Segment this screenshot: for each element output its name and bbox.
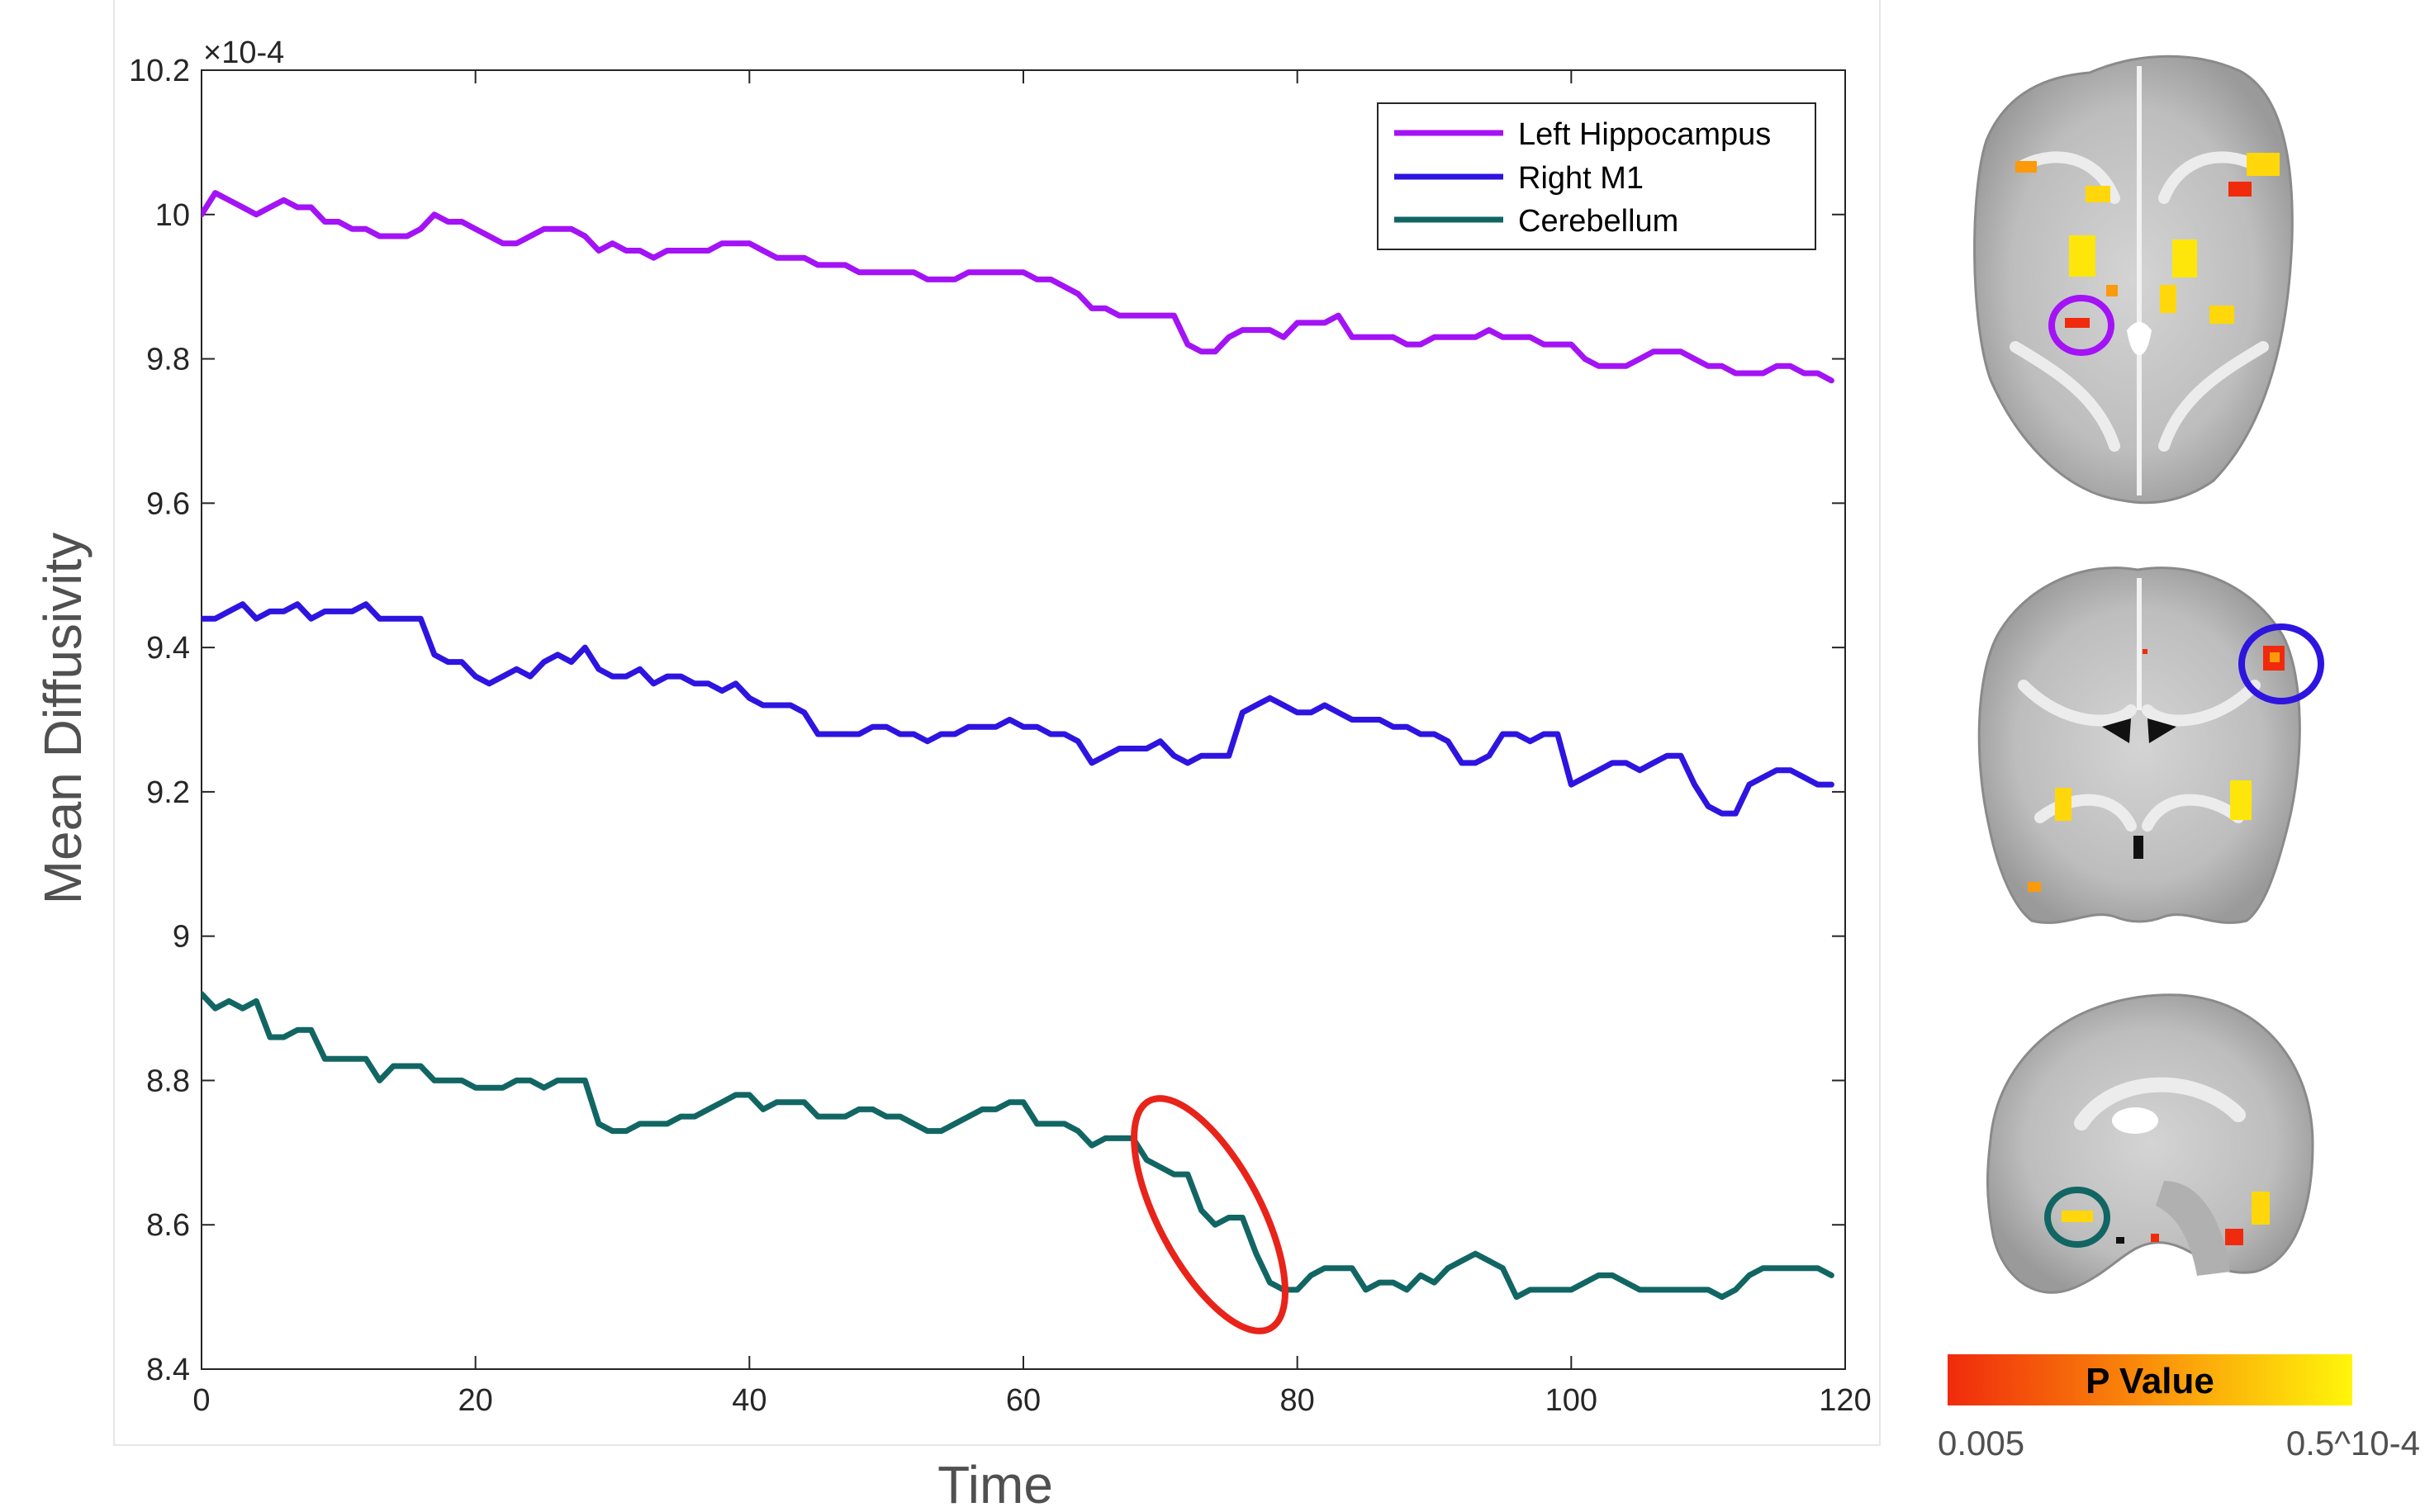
activation-cluster [2230,780,2252,820]
y-tick-label: 8.4 [146,1353,190,1387]
activation-cluster [2247,153,2280,176]
series-line-left-hippocampus [202,190,1834,384]
legend-label-cerebellum: Cerebellum [1518,204,1678,239]
y-tick-label: 10 [155,198,190,233]
sagittal-brain-outline [1986,993,2314,1294]
x-tick-label: 120 [1819,1383,1871,1418]
colorbar-title: P Value [2086,1361,2214,1401]
y-tick-label: 9.8 [146,343,190,377]
coronal-activation-clusters [2028,646,2285,892]
x-tick-label: 20 [458,1383,493,1418]
axis-tick-labels: 0 20 40 60 80 100 120 8.4 8.6 8.8 9 9.2 9.4 9.6 9.8 10 1… [129,54,1872,1418]
y-tick-label: 9.4 [146,631,190,666]
activation-cluster [2116,1237,2124,1244]
sagittal-activation-clusters [2062,1192,2270,1245]
activation-cluster [2106,285,2118,296]
coronal-roi-circle [2238,623,2324,704]
activation-cluster [2160,285,2176,313]
y-tick-label: 9.6 [146,486,190,521]
brain-coronal-slice [1977,566,2324,924]
activation-cluster [2252,1192,2270,1225]
y-tick-label: 9 [173,920,190,955]
brain-sagittal-slice [1986,993,2314,1294]
axis-ticks [201,69,1846,1370]
axial-roi-circle [2048,295,2114,356]
legend-label-right-m1: Right M1 [1518,161,1644,196]
activation-cluster [2015,161,2037,173]
coronal-white-matter [2018,680,2261,832]
brain-axial-slice [1973,55,2294,505]
sagittal-corpus-callosum [2074,1077,2246,1130]
axial-brain-outline [1973,55,2294,505]
activation-cluster [2065,318,2090,328]
activation-cluster [2270,652,2280,662]
annotations [1131,1095,1288,1334]
y-tick-label: 8.8 [146,1064,190,1098]
coronal-brain-outline [1977,566,2301,924]
y-tick-label: 10.2 [129,54,190,88]
activation-cluster [2069,235,2095,277]
colorbar-min-label: 0.005 [1938,1424,2024,1462]
sagittal-roi-circle [2044,1187,2110,1248]
x-tick-label: 40 [732,1383,766,1418]
activation-cluster [2143,649,2147,654]
activation-cluster [2086,186,2110,202]
x-tick-label: 100 [1545,1383,1597,1418]
activation-cluster [2172,239,2197,277]
y-exponent-label: ×10-4 [203,36,284,70]
legend-label-left-hippocampus: Left Hippocampus [1518,117,1771,152]
axial-ventricle [2127,322,2152,355]
activation-cluster [2209,306,2234,324]
x-axis-title: Time [937,1455,1053,1512]
x-tick-label: 80 [1280,1383,1315,1418]
y-tick-label: 8.6 [146,1208,190,1243]
activation-cluster [2028,882,2041,892]
series-line-cerebellum [202,991,1834,1301]
series-line-right-m1 [202,601,1834,817]
coronal-dark-spot [2133,836,2143,859]
activation-cluster [2062,1211,2093,1222]
x-tick-label: 0 [192,1383,210,1418]
sagittal-ventricle [2112,1107,2158,1134]
activation-cluster [2055,788,2071,821]
activation-cluster [2151,1234,2159,1242]
brain-panel: P Value 0.005 0.5^10-4 [1938,55,2420,1462]
activation-cluster [2225,1229,2243,1245]
p-value-colorbar [1948,1354,2352,1405]
colorbar-max-label: 0.5^10-4 [2286,1424,2420,1462]
sagittal-brainstem [2156,1181,2230,1276]
legend: Left Hippocampus Right M1 Cerebellum [1377,102,1816,250]
coronal-ventricles [2102,718,2176,743]
axial-white-matter [2010,151,2269,452]
x-tick-label: 60 [1006,1383,1041,1418]
highlight-ellipse [1131,1095,1288,1334]
y-axis-title: Mean Diffusivity [33,533,93,905]
activation-cluster [2228,182,2252,197]
series-lines [202,190,1834,1301]
y-tick-label: 9.2 [146,775,190,810]
axial-activation-clusters [2015,153,2280,328]
